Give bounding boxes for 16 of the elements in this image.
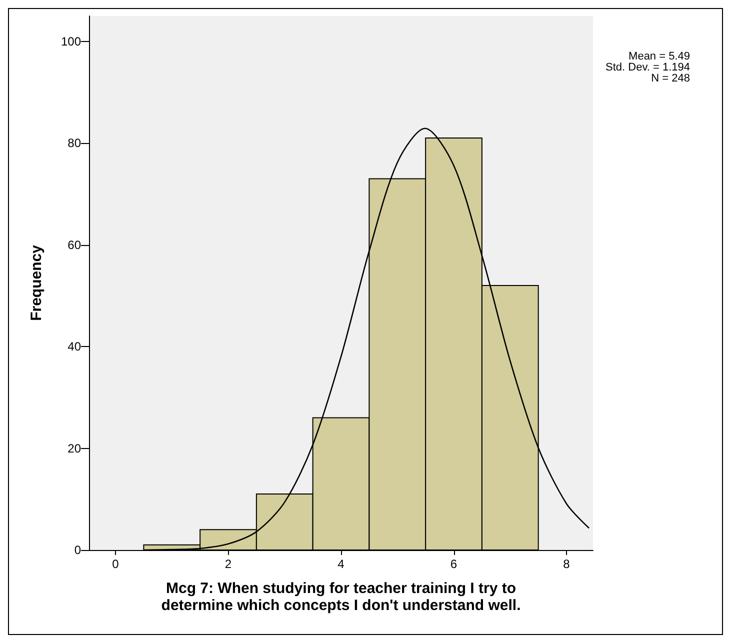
x-tick-label: 0 [112, 557, 120, 571]
y-tick-label: 80 [68, 136, 82, 150]
text: Mean = 5.49 [628, 50, 690, 62]
x-tick-label: 6 [450, 557, 458, 571]
text: N = 248 [651, 72, 690, 84]
x-tick-label: 2 [224, 557, 232, 571]
y-tick-label: 0 [74, 543, 82, 557]
y-tick-label: 20 [68, 441, 82, 456]
text: Std. Dev. = 1.194 [606, 62, 690, 74]
x-axis-title: Mcg 7: When studying for teacher training I try to determine which concepts I don't understand well. [161, 580, 521, 614]
y-tick-label: 100 [60, 34, 82, 48]
y-tick-label: 60 [68, 238, 82, 252]
x-tick-label: 4 [338, 557, 345, 571]
x-tick-label: 8 [563, 557, 570, 571]
y-axis-title: Frequency [28, 244, 45, 321]
y-tick-label: 40 [68, 340, 82, 354]
